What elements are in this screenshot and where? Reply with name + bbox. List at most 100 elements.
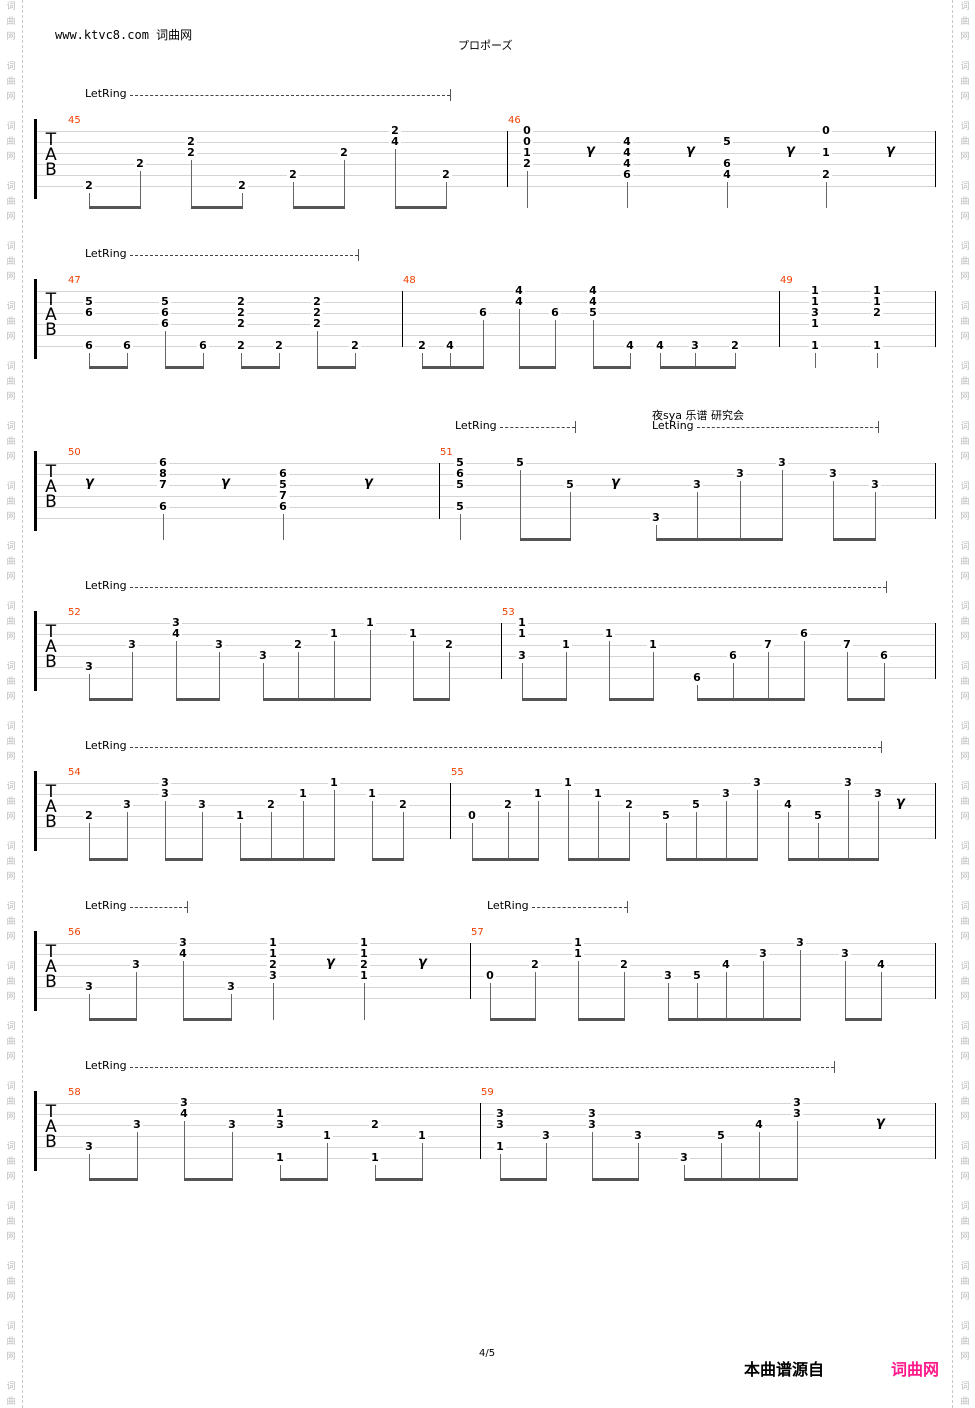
fret-number: 1	[809, 296, 821, 307]
note-stem	[726, 972, 727, 1020]
fret-number: 4	[513, 296, 525, 307]
fret-number: 1	[516, 617, 528, 628]
watermark-text: 词曲网	[6, 1382, 16, 1407]
note-stem	[627, 182, 628, 208]
fret-number: 2	[311, 307, 323, 318]
note-stem	[538, 801, 539, 860]
note-stem	[593, 320, 594, 368]
let-ring-end	[881, 741, 882, 753]
tab-clef-letter: T	[45, 130, 57, 150]
left-margin-divider	[22, 0, 23, 1408]
fret-number: 2	[521, 158, 533, 169]
fret-number: 5	[691, 970, 703, 981]
string-line	[35, 998, 935, 999]
note-stem	[826, 182, 827, 208]
tab-clef-letter: A	[45, 797, 57, 817]
note-beam	[89, 206, 141, 209]
fret-number: 3	[678, 1152, 690, 1163]
string-line	[35, 987, 935, 988]
note-beam	[845, 1018, 882, 1021]
string-line	[35, 656, 935, 657]
fret-number: 3	[872, 788, 884, 799]
fret-number: 4	[654, 340, 666, 351]
string-line	[35, 645, 935, 646]
fret-number: 2	[235, 307, 247, 318]
note-stem	[726, 801, 727, 860]
string-line	[35, 164, 935, 165]
fret-number: 3	[121, 799, 133, 810]
note-stem	[344, 160, 345, 208]
fret-number: 5	[454, 501, 466, 512]
note-stem	[165, 801, 166, 860]
string-line	[35, 623, 935, 624]
note-stem	[519, 309, 520, 368]
watermark-text: 词曲网	[960, 242, 970, 282]
measure-number: 53	[502, 607, 515, 618]
fret-number: 7	[841, 639, 853, 650]
tab-clef-letter: B	[45, 1132, 57, 1152]
fret-number: 3	[540, 1130, 552, 1141]
note-stem	[624, 972, 625, 1020]
note-stem	[847, 652, 848, 700]
fret-number: 1	[647, 639, 659, 650]
fret-number: 3	[177, 937, 189, 948]
fret-number: 2	[529, 959, 541, 970]
note-beam	[89, 366, 128, 369]
watermark-text: 词曲网	[960, 62, 970, 102]
tab-clef-letter: B	[45, 652, 57, 672]
note-stem	[696, 812, 697, 860]
note-stem	[782, 470, 783, 540]
fret-number: 0	[521, 125, 533, 136]
fret-number: 6	[157, 457, 169, 468]
fret-number: 3	[586, 1108, 598, 1119]
watermark-text: 词曲网	[6, 1082, 16, 1122]
note-stem	[653, 652, 654, 700]
note-stem	[727, 182, 728, 208]
let-ring-end	[886, 581, 887, 593]
tab-clef-letter: B	[45, 320, 57, 340]
barline	[935, 1103, 936, 1159]
note-stem	[89, 353, 90, 368]
fret-number: 5	[721, 136, 733, 147]
fret-number: 6	[83, 307, 95, 318]
watermark-text: 词曲网	[6, 662, 16, 702]
note-stem	[89, 674, 90, 700]
tab-clef-letter: T	[45, 782, 57, 802]
fret-number: 1	[369, 1152, 381, 1163]
note-stem	[140, 171, 141, 208]
tab-clef-letter: T	[45, 290, 57, 310]
fret-number: 6	[477, 307, 489, 318]
fret-number: 1	[416, 1130, 428, 1141]
fret-number: 4	[621, 136, 633, 147]
fret-number: 1	[592, 788, 604, 799]
note-stem	[355, 353, 356, 368]
site-url: www.ktvc8.com	[55, 28, 149, 42]
fret-number: 5	[514, 457, 526, 468]
fret-number: 2	[338, 147, 350, 158]
string-line	[35, 186, 935, 187]
note-beam	[519, 366, 556, 369]
note-stem	[833, 481, 834, 540]
fret-number: 3	[827, 468, 839, 479]
watermark-text: 词曲网	[960, 902, 970, 942]
tab-clef-letter: B	[45, 972, 57, 992]
watermark-text: 词曲网	[6, 362, 16, 402]
note-stem	[136, 972, 137, 1020]
fret-number: 2	[443, 639, 455, 650]
fret-number: 1	[321, 1130, 333, 1141]
note-beam	[568, 858, 630, 861]
fret-number: 2	[502, 799, 514, 810]
measure-number: 47	[68, 275, 81, 286]
barline	[935, 291, 936, 347]
barline	[935, 783, 936, 839]
barline	[402, 291, 403, 347]
note-stem	[695, 353, 696, 368]
note-stem	[165, 331, 166, 368]
fret-number: 4	[875, 959, 887, 970]
fret-number: 2	[235, 340, 247, 351]
let-ring-label: LetRing	[85, 899, 127, 912]
watermark-text: 词曲网	[6, 1262, 16, 1302]
fret-number: 1	[560, 639, 572, 650]
fret-number: 1	[532, 788, 544, 799]
note-stem	[293, 182, 294, 208]
